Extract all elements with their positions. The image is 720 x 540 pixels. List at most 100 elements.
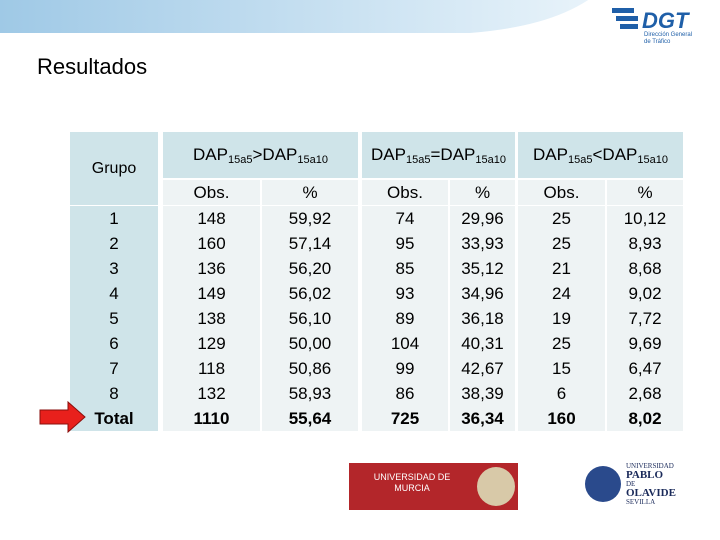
subheader-cell: Obs. <box>362 180 448 205</box>
data-cell: 138 <box>163 306 260 331</box>
logo-subtitle-line: Dirección General <box>644 32 693 38</box>
data-cell: 1110 <box>163 406 260 431</box>
column-group-header: DAP15a5>DAP15a10 <box>163 132 358 178</box>
subheader-cell: % <box>607 180 683 205</box>
data-cell: 129 <box>163 331 260 356</box>
data-cell: 19 <box>518 306 605 331</box>
data-cell: 7,72 <box>607 306 683 331</box>
logo-line: PABLO <box>626 469 664 481</box>
logo-line: UNIVERSIDAD <box>626 462 674 470</box>
logo-line: SEVILLA <box>626 498 656 506</box>
data-cell: 99 <box>362 356 448 381</box>
group-label: 7 <box>70 356 158 381</box>
header-part: 15a5 <box>406 153 431 166</box>
data-cell: 15 <box>518 356 605 381</box>
logo-murcia-text: UNIVERSIDAD DE MURCIA <box>357 472 467 494</box>
data-cell: 74 <box>362 206 448 231</box>
data-cell: 36,18 <box>450 306 515 331</box>
header-part: DAP <box>371 144 406 164</box>
group-label: 8 <box>70 381 158 406</box>
logo-text: DGT <box>642 8 689 33</box>
banner <box>0 0 638 35</box>
data-cell: 160 <box>163 231 260 256</box>
data-cell: 104 <box>362 331 448 356</box>
data-cell: 9,69 <box>607 331 683 356</box>
subheader-cell: Obs. <box>518 180 605 205</box>
data-cell: 6 <box>518 381 605 406</box>
data-cell: 89 <box>362 306 448 331</box>
data-cell: 42,67 <box>450 356 515 381</box>
data-cell: 2,68 <box>607 381 683 406</box>
data-cell: 149 <box>163 281 260 306</box>
header-part: 15a5 <box>228 153 253 166</box>
data-cell: 21 <box>518 256 605 281</box>
subheader-cell: % <box>262 180 358 205</box>
logo-line: UNIVERSIDAD DE <box>373 472 451 482</box>
header-part: 15a10 <box>297 153 328 166</box>
data-cell: 56,20 <box>262 256 358 281</box>
logo-subtitle-line: de Tráfico <box>644 39 671 45</box>
data-cell: 725 <box>362 406 448 431</box>
data-cell: 29,96 <box>450 206 515 231</box>
data-cell: 6,47 <box>607 356 683 381</box>
logo-olavide-emblem <box>585 466 621 502</box>
data-cell: 55,64 <box>262 406 358 431</box>
group-label: 2 <box>70 231 158 256</box>
logo-seal <box>477 467 515 506</box>
header-part: <DAP <box>592 144 638 164</box>
header-part: 15a10 <box>475 153 506 166</box>
header-part: >DAP <box>252 144 298 164</box>
header-part: 15a10 <box>637 153 668 166</box>
data-cell: 160 <box>518 406 605 431</box>
data-cell: 24 <box>518 281 605 306</box>
data-cell: 86 <box>362 381 448 406</box>
data-cell: 25 <box>518 206 605 231</box>
data-cell: 136 <box>163 256 260 281</box>
data-cell: 8,93 <box>607 231 683 256</box>
group-label: 3 <box>70 256 158 281</box>
data-cell: 9,02 <box>607 281 683 306</box>
data-cell: 50,86 <box>262 356 358 381</box>
group-label: 5 <box>70 306 158 331</box>
data-cell: 57,14 <box>262 231 358 256</box>
data-cell: 34,96 <box>450 281 515 306</box>
subheader-cell: % <box>450 180 515 205</box>
header-part: DAP <box>193 144 228 164</box>
logo-line: DE <box>626 480 636 488</box>
slide-title: Resultados <box>37 54 148 79</box>
data-cell: 25 <box>518 231 605 256</box>
data-cell: 38,39 <box>450 381 515 406</box>
data-cell: 35,12 <box>450 256 515 281</box>
header-part: DAP <box>533 144 568 164</box>
logo-line: OLAVIDE <box>626 487 676 499</box>
data-cell: 132 <box>163 381 260 406</box>
logo-subtitle: Dirección General de Tráfico <box>644 32 692 46</box>
data-cell: 40,31 <box>450 331 515 356</box>
header-text: DAP15a5>DAP15a10 <box>193 145 328 166</box>
header-text: DAP15a5=DAP15a10 <box>371 145 506 166</box>
data-cell: 36,34 <box>450 406 515 431</box>
logo-line: MURCIA <box>394 483 430 493</box>
logo-murcia: UNIVERSIDAD DE MURCIA <box>349 463 518 510</box>
logo-olavide-text: UNIVERSIDAD PABLO DE OLAVIDE SEVILLA <box>626 462 676 507</box>
red-arrow <box>39 400 86 434</box>
data-cell: 50,00 <box>262 331 358 356</box>
data-cell: 8,68 <box>607 256 683 281</box>
data-cell: 10,12 <box>607 206 683 231</box>
data-cell: 148 <box>163 206 260 231</box>
data-cell: 85 <box>362 256 448 281</box>
group-label: Total <box>70 406 158 431</box>
data-cell: 33,93 <box>450 231 515 256</box>
group-label: 1 <box>70 206 158 231</box>
column-group-header: DAP15a5<DAP15a10 <box>518 132 683 178</box>
header-part: =DAP <box>430 144 476 164</box>
data-cell: 56,02 <box>262 281 358 306</box>
data-cell: 8,02 <box>607 406 683 431</box>
data-cell: 118 <box>163 356 260 381</box>
group-label: 6 <box>70 331 158 356</box>
group-header-cell: Grupo <box>70 132 158 205</box>
data-cell: 25 <box>518 331 605 356</box>
data-cell: 93 <box>362 281 448 306</box>
data-cell: 56,10 <box>262 306 358 331</box>
